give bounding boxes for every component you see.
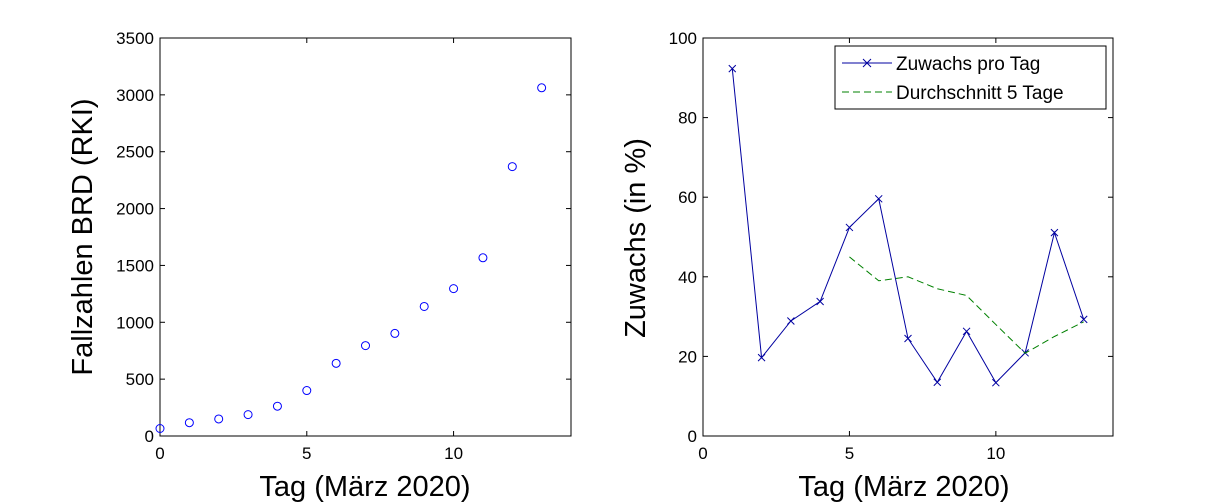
series-marker-x: [933, 378, 942, 387]
data-point: [449, 284, 459, 294]
data-point: [272, 401, 282, 411]
y-tick-label: 3000: [116, 86, 154, 105]
legend: Zuwachs pro Tag Durchschnitt 5 Tage: [834, 45, 1107, 110]
legend-label-average: Durchschnitt 5 Tage: [896, 83, 1064, 104]
left-data-points: [155, 83, 547, 433]
data-point: [155, 423, 165, 433]
series-marker-x: [787, 317, 795, 325]
y-tick-label: 2500: [116, 143, 154, 162]
series-marker-x: [1050, 228, 1059, 237]
x-tick-label: 5: [302, 444, 311, 463]
y-tick-label: 20: [678, 347, 697, 366]
data-point: [243, 410, 253, 420]
data-point: [419, 301, 429, 311]
series-marker-x: [992, 378, 1000, 387]
data-point: [537, 83, 547, 93]
series-line-average: [849, 256, 1084, 354]
series-marker-x: [728, 64, 737, 73]
y-tick-label: 80: [678, 109, 697, 128]
x-tick-label: 10: [444, 444, 463, 463]
left-x-axis-title: Tag (März 2020): [259, 471, 470, 503]
data-point: [214, 414, 224, 424]
left-y-axis-title: Fallzahlen BRD (RKI): [67, 98, 99, 375]
legend-marker-daily-x: [862, 58, 872, 68]
data-point: [478, 253, 488, 263]
x-tick-label: 0: [155, 444, 164, 463]
series-marker-x: [757, 353, 766, 362]
series-marker-x: [874, 194, 883, 203]
data-point: [331, 358, 341, 368]
y-tick-label: 500: [126, 370, 154, 389]
y-tick-label: 40: [678, 268, 697, 287]
series-marker-x: [904, 334, 912, 343]
data-point: [302, 386, 312, 396]
y-tick-label: 1000: [116, 313, 154, 332]
x-tick-label: 0: [698, 444, 707, 463]
data-point: [390, 328, 400, 338]
y-tick-label: 0: [145, 427, 154, 446]
y-tick-label: 100: [669, 29, 697, 48]
x-tick-label: 10: [986, 444, 1005, 463]
y-tick-label: 3500: [116, 29, 154, 48]
left-ticks: 0 5 10 0 500 1000 1500 2000 2500 3000 3500: [116, 29, 571, 463]
series-marker-x: [962, 327, 971, 336]
y-tick-label: 2000: [116, 200, 154, 219]
series-marker-x: [1079, 315, 1088, 324]
data-point: [361, 341, 370, 351]
legend-label-daily: Zuwachs pro Tag: [896, 54, 1040, 75]
x-tick-label: 5: [845, 444, 854, 463]
y-tick-label: 0: [688, 427, 697, 446]
legend-box: [834, 45, 1107, 110]
y-tick-label: 60: [678, 188, 697, 207]
series-marker-x: [816, 297, 824, 306]
right-series: [728, 64, 1088, 387]
right-y-axis-title: Zuwachs (in %): [620, 138, 652, 338]
right-x-axis-title: Tag (März 2020): [798, 471, 1009, 503]
data-point: [184, 418, 194, 428]
data-point: [507, 162, 517, 172]
left-chart-panel: 0 5 10 0 500 1000 1500 2000 2500 3000 3500 Tag (Mä…: [67, 29, 572, 503]
series-marker-x: [845, 223, 854, 232]
y-tick-label: 1500: [116, 256, 154, 275]
left-plot-area: [159, 37, 572, 437]
